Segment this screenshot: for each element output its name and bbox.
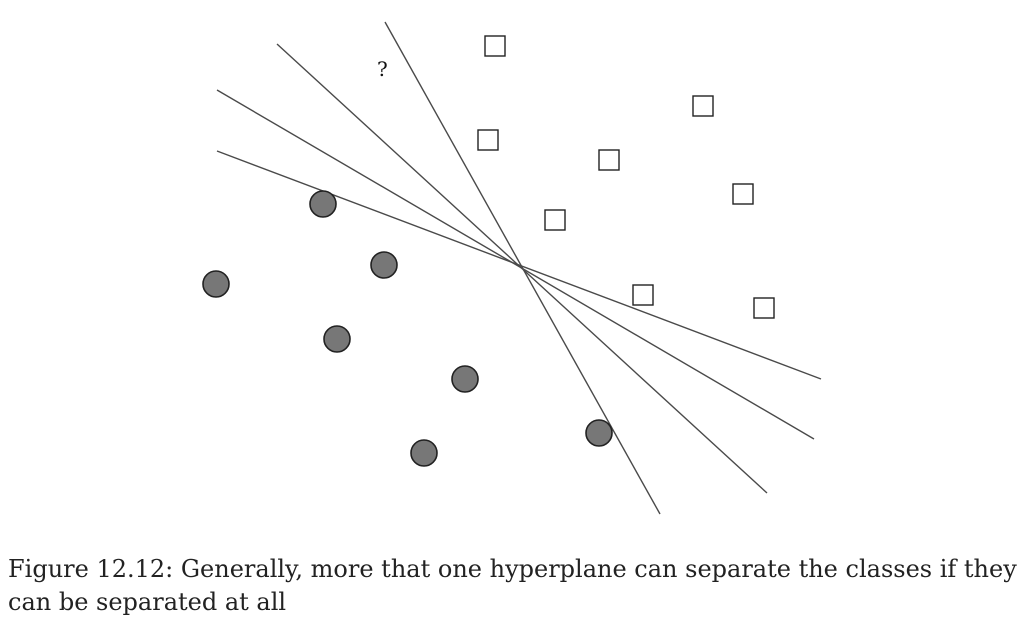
square-point [477, 129, 499, 151]
query-point-label: ? [377, 57, 388, 81]
circle-point [323, 325, 351, 353]
square-point [753, 297, 775, 319]
square-class-points [477, 35, 775, 319]
square-point [598, 149, 620, 171]
circle-point [451, 365, 479, 393]
hyperplane-3 [216, 89, 815, 440]
hyperplane-figure: ? [202, 21, 822, 515]
circle-point [202, 270, 230, 298]
square-point [544, 209, 566, 231]
circle-point [370, 251, 398, 279]
square-point [732, 183, 754, 205]
square-point [692, 95, 714, 117]
square-point [632, 284, 654, 306]
hyperplanes [216, 21, 822, 515]
circle-point [309, 190, 337, 218]
circle-class-points [202, 190, 613, 467]
circle-point [410, 439, 438, 467]
figure-caption: Figure 12.12: Generally, more that one h… [8, 555, 1017, 616]
circle-point [585, 419, 613, 447]
hyperplane-4 [216, 150, 822, 380]
square-point [484, 35, 506, 57]
